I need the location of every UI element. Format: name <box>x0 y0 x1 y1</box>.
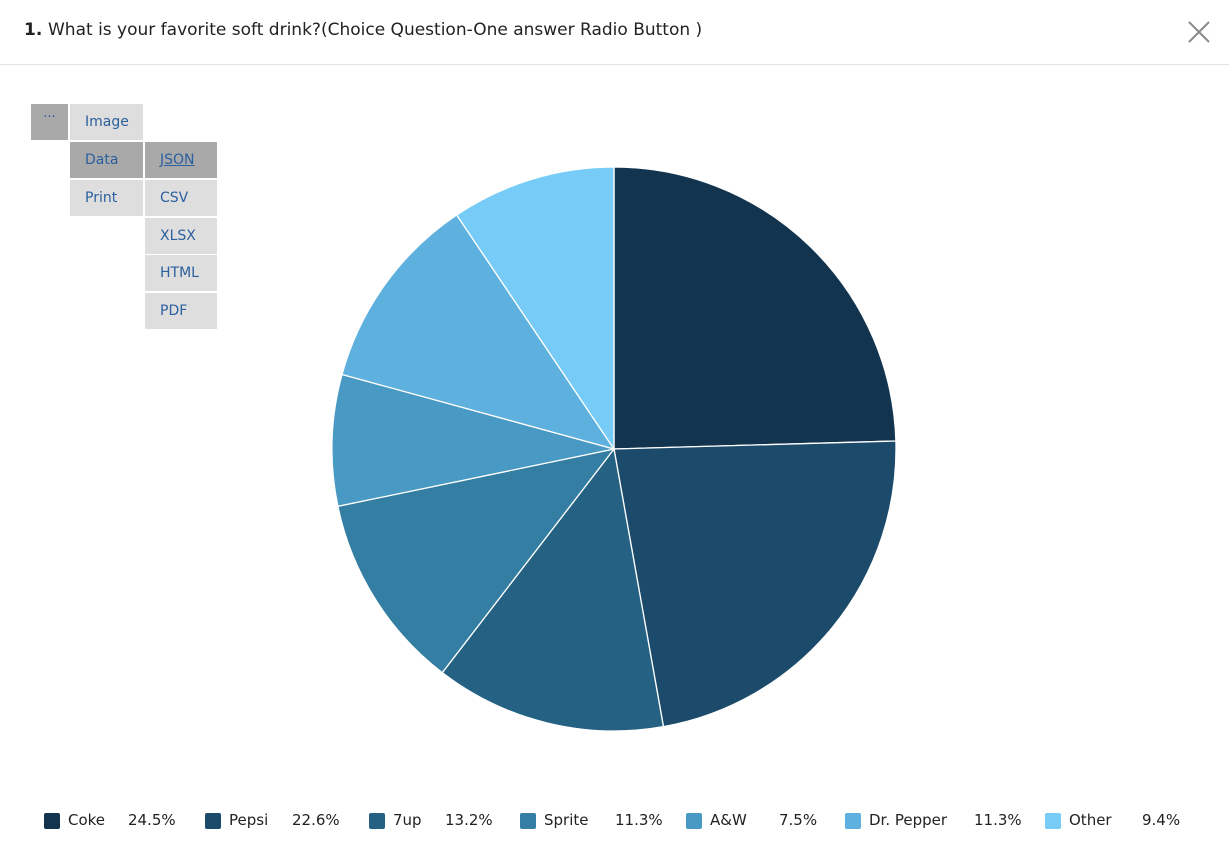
export-json-item[interactable]: JSON <box>145 142 217 178</box>
export-image-label: Image <box>85 114 129 130</box>
legend-swatch <box>44 813 60 829</box>
export-image-item[interactable]: Image <box>70 104 143 140</box>
legend-label: Other <box>1069 811 1112 829</box>
pie-slice-7up[interactable] <box>441 447 665 732</box>
legend-swatch <box>845 813 861 829</box>
legend-swatch <box>686 813 702 829</box>
pie-slice-coke[interactable] <box>613 166 897 450</box>
legend-label: Coke <box>68 811 106 829</box>
export-pdf-label: PDF <box>160 303 188 319</box>
more-icon: ··· <box>43 110 56 125</box>
dialog-header: 1. What is your favorite soft drink?(Cho… <box>0 0 1229 65</box>
export-data-label: Data <box>85 152 119 168</box>
legend-label: Pepsi <box>229 811 269 829</box>
close-icon[interactable] <box>1186 19 1212 45</box>
legend-label: 7up <box>393 811 422 829</box>
export-csv-label: CSV <box>160 190 189 206</box>
legend-swatch <box>1045 813 1061 829</box>
legend-swatch <box>520 813 536 829</box>
pie-slice-other[interactable] <box>455 166 615 452</box>
question-number: 1. <box>24 20 43 40</box>
legend-label: Sprite <box>544 811 589 829</box>
legend-percent: 11.3% <box>615 811 663 829</box>
pie-chart <box>331 166 897 732</box>
export-html-label: HTML <box>160 265 199 281</box>
legend-label: A&W <box>710 811 747 829</box>
export-pdf-item[interactable]: PDF <box>145 293 217 329</box>
pie-slice-pepsi[interactable] <box>613 440 897 728</box>
legend-swatch <box>369 813 385 829</box>
export-print-item[interactable]: Print <box>70 180 143 216</box>
legend-swatch <box>205 813 221 829</box>
legend-percent: 22.6% <box>292 811 340 829</box>
export-print-label: Print <box>85 190 118 206</box>
export-data-item[interactable]: Data <box>70 142 143 178</box>
export-json-label: JSON <box>160 152 195 168</box>
legend-percent: 13.2% <box>445 811 493 829</box>
question-title: What is your favorite soft drink?(Choice… <box>48 20 703 40</box>
legend-label: Dr. Pepper <box>869 811 948 829</box>
legend-percent: 11.3% <box>974 811 1022 829</box>
pie-slice-dr-pepper[interactable] <box>341 214 616 451</box>
pie-slice-a-w[interactable] <box>331 373 615 508</box>
legend-percent: 7.5% <box>779 811 818 829</box>
export-xlsx-item[interactable]: XLSX <box>145 218 217 254</box>
export-html-item[interactable]: HTML <box>145 255 217 291</box>
export-menu-button[interactable]: ··· <box>31 104 68 140</box>
pie-slice-sprite[interactable] <box>337 448 616 674</box>
chart-legend: Coke 24.5% Pepsi 22.6% 7up 13.2% Sprite … <box>0 808 1229 834</box>
export-csv-item[interactable]: CSV <box>145 180 217 216</box>
export-xlsx-label: XLSX <box>160 228 196 244</box>
legend-percent: 24.5% <box>128 811 176 829</box>
legend-percent: 9.4% <box>1142 811 1181 829</box>
